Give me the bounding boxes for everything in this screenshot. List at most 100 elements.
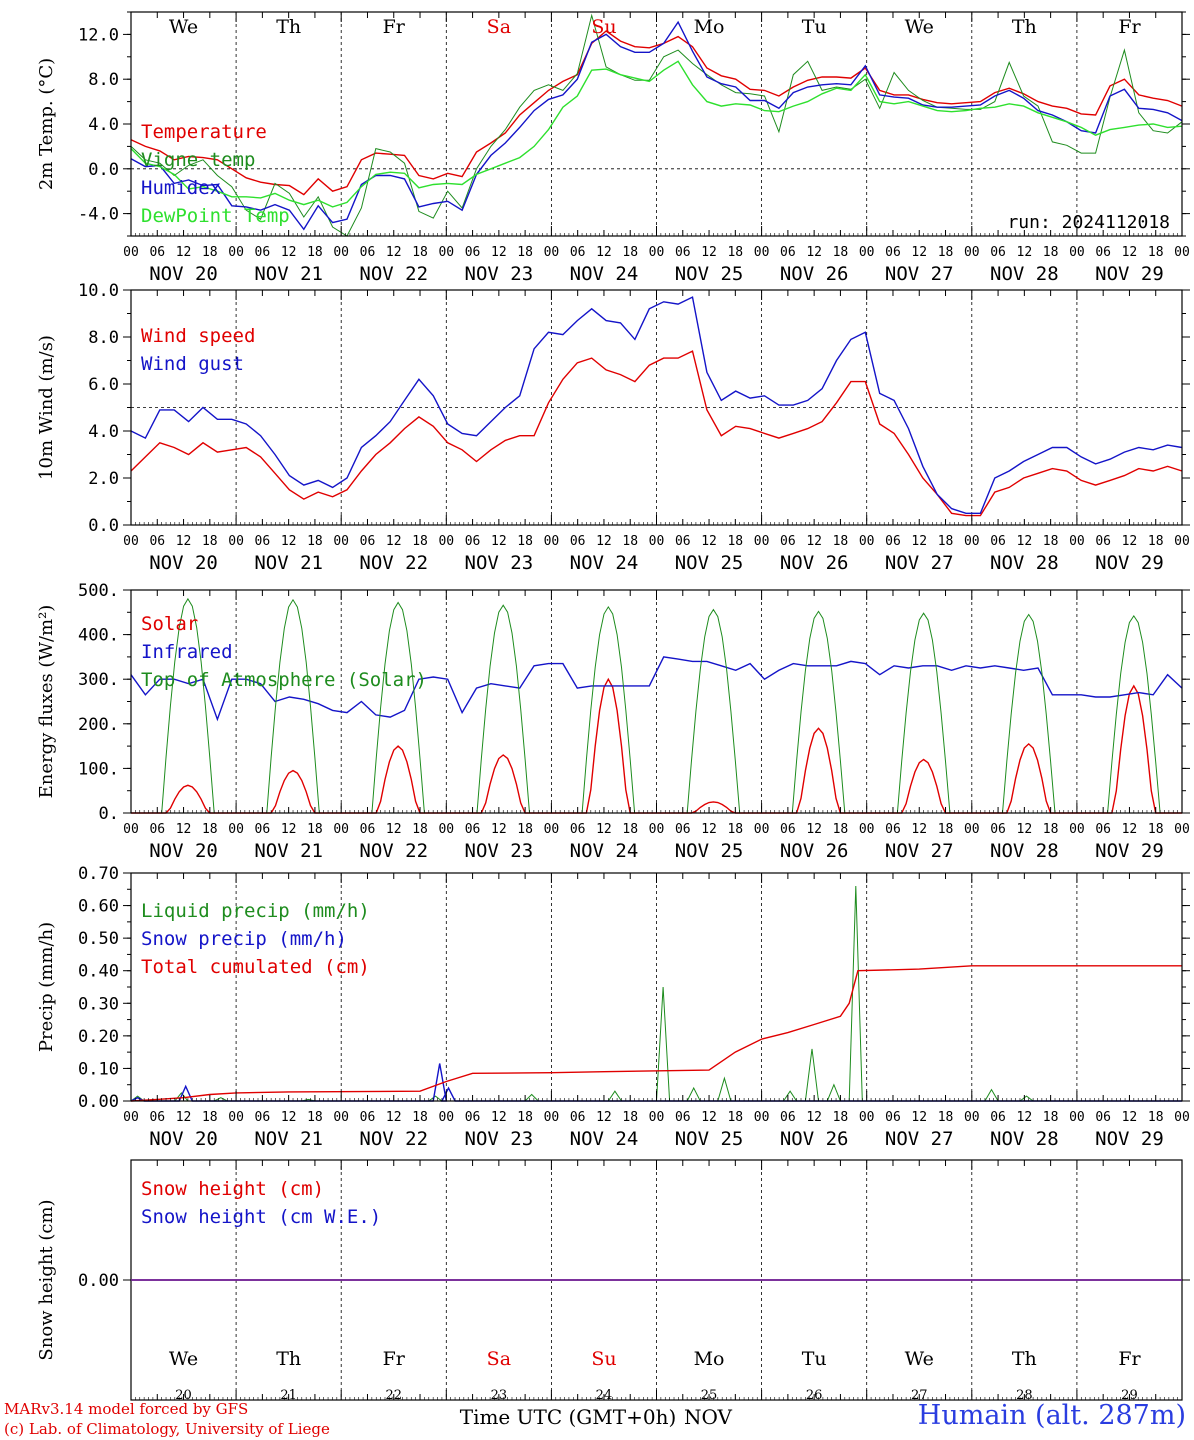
hour-label: 18	[202, 1110, 218, 1125]
hour-label: 00	[1174, 1110, 1190, 1125]
hour-label: 06	[360, 822, 376, 837]
hour-label: 00	[333, 1110, 349, 1125]
panel-2: Wind speed Wind gust 0.0 2.0 4.0 6.0 8.0 10.0 10…	[36, 281, 1190, 574]
hour-label: 00	[649, 1110, 665, 1125]
legend-entry: Snow precip (mm/h)	[141, 928, 347, 950]
series-line-dewpoint-temp	[130, 60, 1183, 208]
hour-label: 12	[596, 245, 612, 260]
date-label: NOV 20	[149, 840, 218, 862]
y-tick-label: -4.0	[78, 205, 119, 225]
hour-label: 00	[859, 1110, 875, 1125]
hour-label: 18	[412, 245, 428, 260]
date-label: NOV 23	[465, 840, 534, 862]
legend-entry: Infrared	[141, 641, 233, 663]
hour-label: 18	[1148, 245, 1164, 260]
hour-label: 18	[622, 822, 638, 837]
date-label: NOV 20	[149, 552, 218, 574]
hour-label: 18	[202, 245, 218, 260]
series-line-wind-gust	[130, 296, 1183, 514]
weekday-label: Tu	[802, 1348, 827, 1370]
hour-label: 12	[701, 245, 717, 260]
hour-label: 00	[1069, 822, 1085, 837]
date-label: NOV 25	[675, 552, 744, 574]
day-number: 24	[596, 1388, 613, 1403]
hour-label: 18	[938, 534, 954, 549]
hour-label: 12	[281, 534, 297, 549]
hour-label: 06	[255, 822, 271, 837]
hour-label: 00	[123, 822, 139, 837]
series-line-humidex	[130, 20, 1183, 231]
hour-label: 12	[491, 534, 507, 549]
hour-label: 18	[517, 822, 533, 837]
day-number: 27	[911, 1388, 928, 1403]
hour-label: 06	[465, 534, 481, 549]
run-annotation: run: 2024112018	[1007, 212, 1170, 233]
hour-label: 18	[202, 822, 218, 837]
legend-entry: Wind speed	[141, 325, 255, 347]
weekday-label: Tu	[802, 16, 827, 38]
date-label: NOV 21	[254, 1128, 323, 1150]
weekday-label: Fr	[1118, 16, 1141, 38]
y-tick-label: 0.0	[88, 160, 119, 180]
lab-credit: (c) Lab. of Climatology, University of L…	[4, 1420, 330, 1438]
day-number: 28	[1016, 1388, 1033, 1403]
weekday-label: We	[905, 16, 934, 38]
date-label: NOV 26	[780, 840, 849, 862]
hour-label: 00	[1069, 245, 1085, 260]
y-tick-label: 0.0	[88, 516, 119, 536]
day-number: 22	[385, 1388, 402, 1403]
hour-label: 12	[806, 534, 822, 549]
hour-label: 06	[570, 822, 586, 837]
date-label: NOV 28	[990, 263, 1059, 285]
hour-label: 12	[176, 245, 192, 260]
legend-entry: Vigne temp	[141, 149, 255, 171]
y-tick-label: 200.	[78, 715, 119, 735]
hour-label: 18	[412, 534, 428, 549]
hour-label: 00	[544, 1110, 560, 1125]
hour-label: 00	[228, 245, 244, 260]
date-label: NOV 27	[885, 840, 954, 862]
date-label: NOV 27	[885, 552, 954, 574]
y-axis-label: 10m Wind (m/s)	[36, 335, 57, 480]
date-label: NOV 20	[149, 1128, 218, 1150]
hour-label: 06	[465, 245, 481, 260]
hour-label: 12	[1017, 822, 1033, 837]
date-label: NOV 22	[359, 840, 428, 862]
hour-label: 12	[701, 822, 717, 837]
hour-label: 00	[228, 1110, 244, 1125]
hour-label: 12	[701, 534, 717, 549]
hour-label: 12	[1017, 245, 1033, 260]
hour-label: 18	[1148, 534, 1164, 549]
y-tick-label: 10.0	[78, 281, 119, 301]
hour-label: 06	[360, 534, 376, 549]
hour-label: 06	[1095, 534, 1111, 549]
hour-label: 06	[990, 822, 1006, 837]
hour-label: 00	[754, 822, 770, 837]
hour-label: 12	[1122, 1110, 1138, 1125]
hour-label: 00	[544, 245, 560, 260]
series-line-total-cumulated-cm-	[130, 965, 1182, 1102]
hour-label: 06	[255, 1110, 271, 1125]
y-tick-label: 400.	[78, 626, 119, 646]
y-tick-label: 0.60	[78, 897, 119, 917]
hour-label: 12	[386, 245, 402, 260]
hour-label: 06	[675, 245, 691, 260]
series-line-wind-speed	[130, 350, 1183, 517]
hour-label: 12	[491, 1110, 507, 1125]
hour-label: 00	[544, 534, 560, 549]
date-label: NOV 23	[465, 263, 534, 285]
legend-entry: Solar	[141, 613, 198, 635]
hour-label: 06	[780, 822, 796, 837]
hour-label: 06	[675, 534, 691, 549]
date-label: NOV 28	[990, 1128, 1059, 1150]
day-number: 20	[175, 1388, 192, 1403]
weekday-label: Th	[1012, 1348, 1037, 1370]
legend-entry: DewPoint Temp	[141, 205, 290, 227]
hour-label: 18	[833, 534, 849, 549]
hour-label: 18	[307, 534, 323, 549]
date-label: NOV 22	[359, 1128, 428, 1150]
panel-4: Liquid precip (mm/h) Snow precip (mm/h) To…	[36, 864, 1190, 1150]
y-tick-label: 100.	[78, 759, 119, 779]
date-label: NOV 29	[1095, 1128, 1164, 1150]
